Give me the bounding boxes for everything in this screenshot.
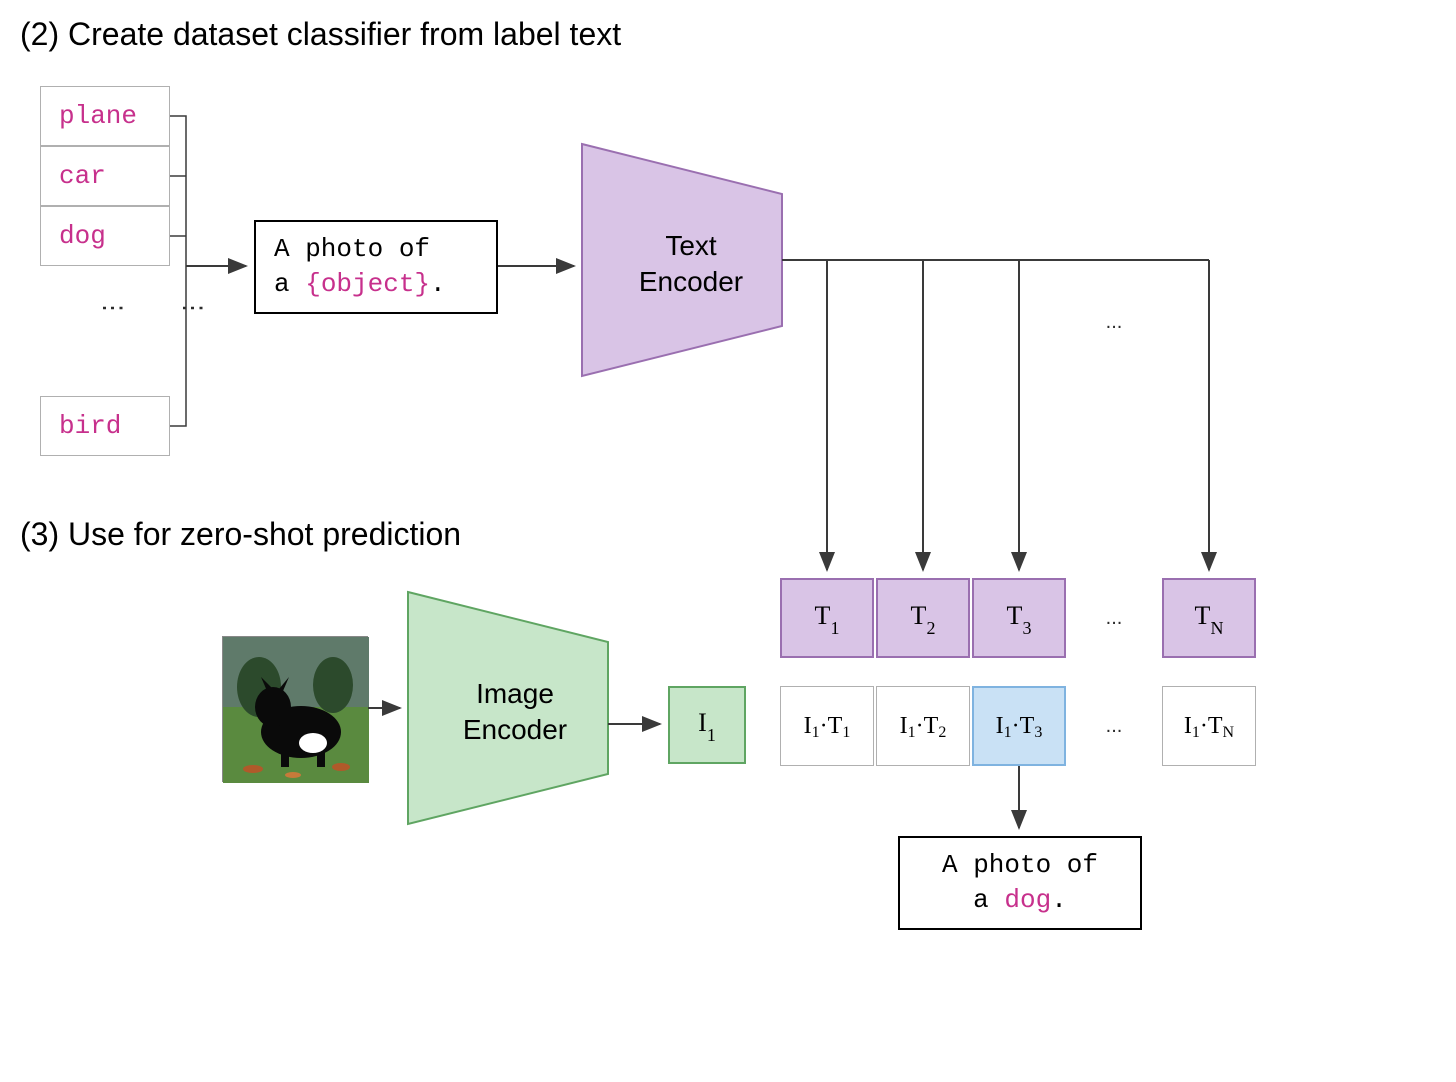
prompt-template-box: A photo of a {object}. [254, 220, 498, 314]
image-encoder-text: Image Encoder [463, 678, 567, 745]
dog-svg [223, 637, 369, 783]
result-object: dog [1004, 885, 1051, 915]
t-cell-text: T1 [815, 601, 840, 635]
heading-step-2: (2) Create dataset classifier from label… [20, 16, 621, 53]
bracket-line [170, 116, 186, 426]
result-box: A photo of a dog. [898, 836, 1142, 930]
t-cell-ellipsis: ... [1068, 578, 1160, 658]
i-cell-text: I1 [698, 708, 716, 742]
result-suffix: . [1051, 885, 1067, 915]
hdots-top: ... [1094, 312, 1134, 332]
t-cell-text: T3 [1007, 601, 1032, 635]
prod-cell-text: I1·T1 [804, 713, 851, 740]
vdots-labels: ⋮ [98, 296, 126, 318]
t-cell-text: TN [1195, 601, 1224, 635]
prompt-line-2: a {object}. [274, 267, 478, 302]
prod-cell-2: I1·T2 [876, 686, 970, 766]
label-box-car: car [40, 146, 170, 206]
dog-image [222, 636, 368, 782]
prod-cell-n: I1·TN [1162, 686, 1256, 766]
result-line-1: A photo of [942, 848, 1098, 883]
label-text: dog [59, 221, 106, 251]
t-cell-2: T2 [876, 578, 970, 658]
i-cell-1: I1 [668, 686, 746, 764]
text-encoder-text: Text Encoder [639, 230, 743, 297]
prod-cell-ellipsis: ... [1068, 686, 1160, 766]
prod-cell-text: I1·TN [1184, 713, 1234, 740]
prompt-prefix: a [274, 269, 305, 299]
label-box-bird: bird [40, 396, 170, 456]
t-cell-n: TN [1162, 578, 1256, 658]
prod-cell-3-highlighted: I1·T3 [972, 686, 1066, 766]
heading-step-3: (3) Use for zero-shot prediction [20, 516, 461, 553]
prompt-object: {object} [305, 269, 430, 299]
result-line-2: a dog. [973, 883, 1067, 918]
image-encoder-label: Image Encoder [460, 676, 570, 749]
prompt-line-1: A photo of [274, 232, 478, 267]
t-cell-3: T3 [972, 578, 1066, 658]
result-prefix: a [973, 885, 1004, 915]
label-text: plane [59, 101, 137, 131]
vdots-bracket: ⋮ [178, 296, 206, 318]
prod-cell-1: I1·T1 [780, 686, 874, 766]
label-box-plane: plane [40, 86, 170, 146]
prod-cell-text: I1·T2 [900, 713, 947, 740]
text-encoder-label: Text Encoder [636, 228, 746, 301]
label-box-dog: dog [40, 206, 170, 266]
t-cell-1: T1 [780, 578, 874, 658]
prod-cell-text: I1·T3 [996, 713, 1043, 740]
label-text: bird [59, 411, 121, 441]
label-text: car [59, 161, 106, 191]
prompt-suffix: . [430, 269, 446, 299]
t-cell-text: T2 [911, 601, 936, 635]
